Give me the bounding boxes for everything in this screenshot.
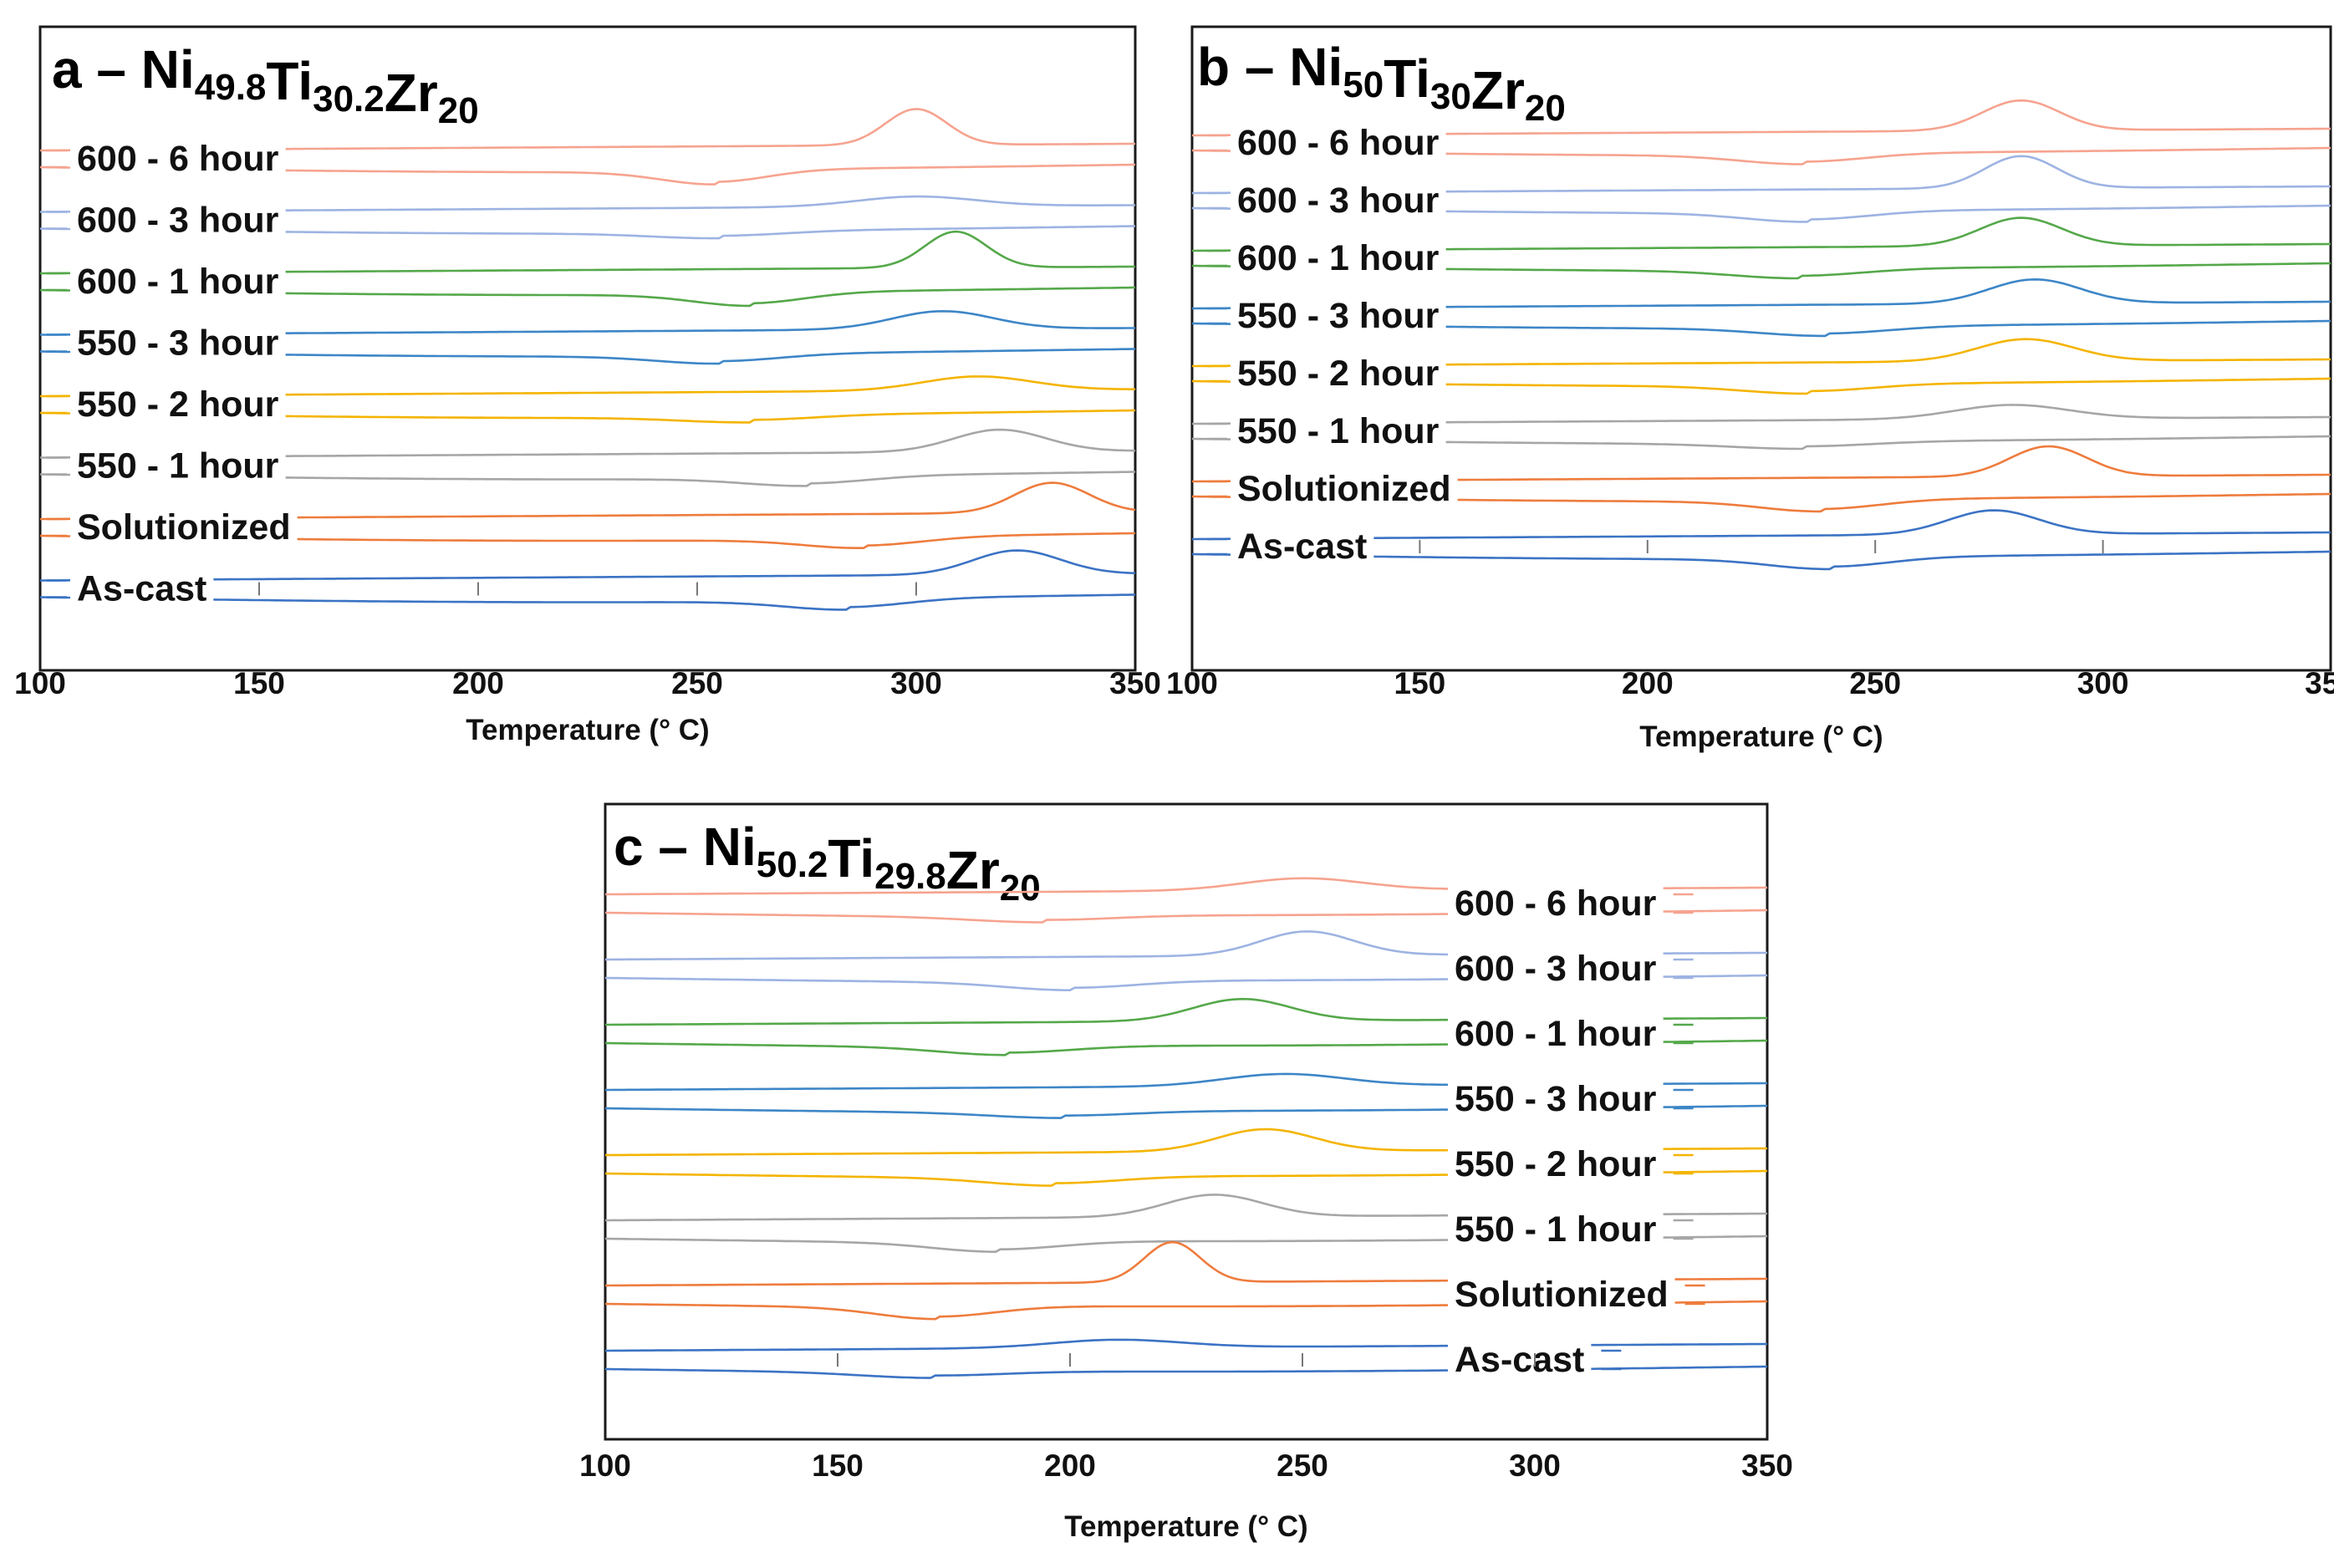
panel-c-dsc-chart: 100 150 200 250 300 350 Temperature (° C) c – N… — [552, 786, 1793, 1568]
series-label: 600 - 6 hour — [1455, 883, 1657, 924]
x-tick-label: 100 — [579, 1448, 631, 1483]
x-axis-label: Temperature (° C) — [1064, 1510, 1307, 1543]
series-label: 600 - 3 hour — [77, 201, 279, 241]
x-tick-label: 250 — [1277, 1448, 1328, 1483]
series-label-mask — [1448, 1208, 1664, 1251]
x-axis-label: Temperature (° C) — [1639, 720, 1883, 753]
series-label-mask — [1231, 121, 1446, 165]
x-tick-label: 200 — [1622, 666, 1674, 700]
series-label-mask — [70, 321, 286, 365]
series-label: 550 - 3 hour — [1237, 296, 1440, 336]
panel-a-dsc-chart: 100 150 200 250 300 350 Temperature (° C) a – N… — [0, 0, 1161, 786]
series-label: As-cast — [1237, 527, 1367, 567]
x-tick-label: 100 — [14, 666, 66, 700]
series-label: 550 - 1 hour — [1237, 411, 1440, 451]
series-label: Solutionized — [1455, 1275, 1669, 1315]
series-label-mask — [70, 260, 286, 303]
series-label-mask — [1231, 467, 1458, 511]
series-label: 550 - 3 hour — [1455, 1079, 1657, 1119]
series-label: 600 - 1 hour — [1237, 238, 1440, 278]
x-tick-label: 350 — [1741, 1448, 1793, 1483]
x-tick-label: 150 — [233, 666, 285, 700]
series-8 — [1191, 509, 2331, 571]
series-8 — [39, 549, 1136, 611]
panel-title: b – Ni50Ti30Zr20 — [1197, 37, 1566, 129]
series-label-mask — [1448, 1338, 1592, 1382]
x-tick-label: 350 — [2305, 666, 2334, 700]
series-label: 550 - 3 hour — [77, 323, 279, 364]
series-label-mask — [70, 137, 286, 181]
series-label-mask — [1231, 237, 1446, 280]
series-label-mask — [1448, 1273, 1675, 1316]
series-label: 550 - 2 hour — [1455, 1144, 1657, 1184]
series-label: 600 - 3 hour — [1455, 949, 1657, 989]
x-tick-label: 300 — [890, 666, 942, 700]
series-heating-curve — [40, 549, 1136, 582]
series-label-mask — [1231, 410, 1446, 453]
series-label: 600 - 3 hour — [1237, 181, 1440, 221]
x-tick-label: 200 — [452, 666, 504, 700]
x-tick-label: 300 — [1509, 1448, 1561, 1483]
panel-b-svg: 100 150 200 250 300 350 Temperature (° C) b – N… — [1166, 25, 2334, 753]
series-cooling-curve — [1191, 550, 2331, 571]
series-label: 600 - 1 hour — [77, 262, 279, 302]
x-tick-label: 100 — [1166, 666, 1218, 700]
series-label: 600 - 6 hour — [1237, 123, 1440, 163]
x-tick-label: 150 — [1394, 666, 1446, 700]
series-heating-curve — [1192, 509, 2331, 541]
x-tick-label: 300 — [2077, 666, 2129, 700]
series-cooling-curve — [39, 593, 1136, 611]
x-tick-label: 250 — [1849, 666, 1901, 700]
series-label: Solutionized — [77, 507, 291, 547]
series-label: 600 - 1 hour — [1455, 1014, 1657, 1054]
series-label-mask — [1448, 1012, 1664, 1056]
series-label: As-cast — [77, 569, 206, 609]
series-label: Solutionized — [1237, 469, 1451, 509]
series-label-mask — [1231, 352, 1446, 395]
x-tick-label: 200 — [1044, 1448, 1096, 1483]
series-label-mask — [70, 444, 286, 488]
series-label: 600 - 6 hour — [77, 139, 279, 179]
x-tick-label: 250 — [671, 666, 723, 700]
series-label-mask — [1448, 1143, 1664, 1186]
series-label: 550 - 2 hour — [1237, 354, 1440, 394]
panel-c-svg: 100 150 200 250 300 350 Temperature (° C) c – N… — [579, 802, 1793, 1543]
series-label-mask — [70, 198, 286, 242]
series-label-mask — [1448, 882, 1664, 925]
panel-a-svg: 100 150 200 250 300 350 Temperature (° C) a – N… — [14, 25, 1161, 746]
series-label: As-cast — [1455, 1340, 1584, 1380]
series-label-mask — [70, 506, 298, 549]
series-label-mask — [1231, 179, 1446, 222]
panel-title: c – Ni50.2Ti29.8Zr20 — [614, 817, 1041, 909]
x-axis-label: Temperature (° C) — [466, 714, 709, 746]
series-label-mask — [70, 567, 214, 611]
series-label-mask — [1448, 1077, 1664, 1121]
series-label-mask — [70, 383, 286, 426]
series-label: 550 - 1 hour — [77, 446, 279, 486]
series-label: 550 - 2 hour — [77, 384, 279, 425]
panel-title: a – Ni49.8Ti30.2Zr20 — [52, 39, 479, 131]
series-label: 550 - 1 hour — [1455, 1209, 1657, 1250]
x-tick-label: 150 — [812, 1448, 864, 1483]
series-label-mask — [1448, 947, 1664, 990]
series-label-mask — [1231, 294, 1446, 338]
panel-b-dsc-chart: 100 150 200 250 300 350 Temperature (° C) b – N… — [1154, 0, 2334, 786]
plot-area-frame — [604, 802, 1769, 1441]
x-tick-label: 350 — [1109, 666, 1161, 700]
series-label-mask — [1231, 525, 1374, 568]
